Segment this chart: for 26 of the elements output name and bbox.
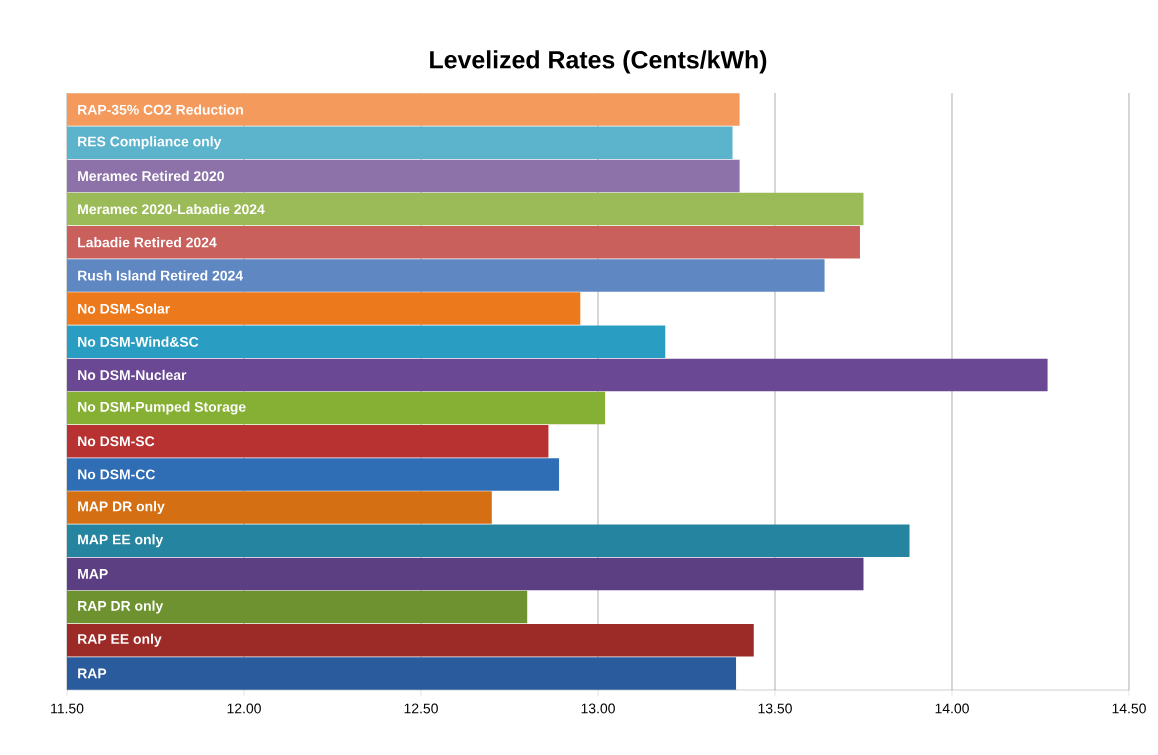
x-tick-label: 12.00 (227, 703, 261, 714)
y-tick-label: No DSM-SC (78, 436, 155, 447)
x-tick-label: 14.00 (935, 703, 969, 714)
y-tick-label: Rush Island Retired 2024 (78, 270, 244, 281)
y-tick-label: No DSM-Nuclear (78, 369, 187, 381)
y-tick-label: Meramec 2020-Labadie 2024 (78, 203, 265, 215)
y-tick-label: MAP (78, 569, 108, 579)
y-tick-label: No DSM-Wind&SC (78, 336, 199, 347)
y-tick-label: RAP DR only (78, 600, 164, 614)
y-tick-label: Labadie Retired 2024 (78, 237, 217, 248)
y-tick-label: RAP (78, 668, 107, 679)
y-tick-label: No DSM-Pumped Storage (78, 401, 246, 415)
x-tick-label: 13.50 (758, 703, 792, 714)
y-tick-label: RES Compliance only (78, 136, 222, 150)
chart-title: Levelized Rates (Cents/kWh) (430, 50, 767, 74)
x-tick-label: 11.50 (51, 703, 84, 714)
x-tick-label: 13.00 (581, 703, 615, 714)
y-tick-label: RAP-35% CO2 Reduction (78, 104, 243, 115)
y-tick-label: MAP EE only (78, 534, 164, 548)
y-tick-label: No DSM-Solar (78, 303, 170, 314)
y-tick-label: MAP DR only (78, 501, 165, 515)
y-tick-label: RAP EE only (78, 633, 162, 647)
y-tick-label: Meramec Retired 2020 (78, 170, 224, 182)
y-tick-label: No DSM-CC (78, 469, 156, 480)
x-tick-label: 12.50 (404, 703, 438, 714)
x-tick-label: 14.50 (1112, 703, 1146, 714)
